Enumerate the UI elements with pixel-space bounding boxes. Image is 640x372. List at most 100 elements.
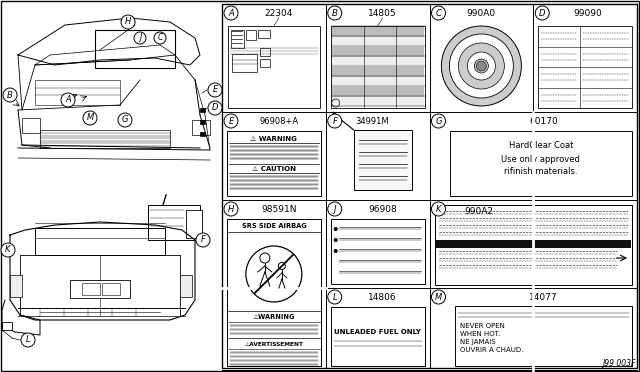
Circle shape [154, 32, 166, 44]
Text: G: G [435, 116, 442, 125]
Text: B: B [7, 90, 13, 99]
Text: 14806: 14806 [368, 292, 397, 301]
Text: F: F [200, 235, 205, 244]
Text: C: C [157, 33, 163, 42]
Text: M: M [86, 113, 93, 122]
Circle shape [476, 61, 486, 71]
Circle shape [3, 88, 17, 102]
Bar [538, 26, 632, 108]
Text: OUVRIR A CHAUD.: OUVRIR A CHAUD. [460, 347, 523, 353]
Text: SRS SIDE AIRBAG: SRS SIDE AIRBAG [241, 223, 307, 229]
Text: J99 003F: J99 003F [603, 359, 636, 368]
Text: 22304: 22304 [265, 9, 293, 17]
Text: J: J [139, 33, 141, 42]
Bar [82, 283, 100, 295]
Circle shape [246, 246, 302, 302]
Circle shape [535, 6, 549, 20]
Bar [332, 47, 424, 57]
Circle shape [224, 202, 238, 216]
Circle shape [333, 249, 338, 253]
Circle shape [474, 59, 488, 73]
Bar [180, 275, 192, 297]
Bar [222, 4, 637, 368]
Bar [228, 26, 320, 108]
Circle shape [328, 290, 342, 304]
Bar [260, 59, 270, 67]
Text: 14805: 14805 [368, 9, 397, 17]
Bar [200, 120, 205, 124]
Bar [260, 48, 270, 56]
Text: E: E [212, 86, 218, 94]
Bar [258, 30, 270, 38]
Text: G: G [122, 115, 128, 125]
Text: Use only approved: Use only approved [501, 154, 580, 164]
Circle shape [458, 43, 504, 89]
Text: L: L [26, 336, 30, 344]
Bar [332, 77, 424, 87]
Text: A: A [65, 96, 71, 105]
Bar [22, 118, 40, 133]
Text: E: E [228, 116, 234, 125]
Text: H: H [228, 205, 234, 214]
Bar [102, 283, 120, 295]
Text: B: B [332, 9, 338, 17]
Text: ⚠ CAUTION: ⚠ CAUTION [252, 166, 296, 172]
Bar [435, 205, 632, 285]
Bar [186, 210, 202, 238]
Circle shape [208, 101, 222, 115]
Circle shape [1, 243, 15, 257]
Text: ⚠ WARNING: ⚠ WARNING [250, 136, 298, 142]
Text: 34991M: 34991M [356, 116, 389, 125]
Bar [332, 37, 424, 47]
Circle shape [431, 202, 445, 216]
Circle shape [431, 6, 445, 20]
Text: M: M [435, 292, 442, 301]
Text: UNLEADED FUEL ONLY: UNLEADED FUEL ONLY [334, 330, 421, 336]
Bar [227, 219, 321, 232]
Bar [435, 240, 631, 248]
Text: ⚠WARNING: ⚠WARNING [253, 314, 295, 320]
Bar [95, 30, 175, 68]
Bar [331, 219, 424, 284]
Bar [192, 120, 210, 135]
Circle shape [208, 83, 222, 97]
Bar [232, 54, 257, 72]
Text: K: K [436, 205, 441, 214]
Bar [332, 27, 424, 37]
Text: F: F [332, 116, 337, 125]
Text: HardClear Coat: HardClear Coat [509, 141, 573, 151]
Text: K: K [5, 246, 11, 254]
Bar [331, 26, 424, 108]
Bar [454, 306, 632, 366]
Circle shape [121, 15, 135, 29]
Circle shape [328, 6, 342, 20]
Text: WHEN HOT.: WHEN HOT. [460, 331, 500, 337]
Text: NE JAMAIS: NE JAMAIS [460, 339, 495, 345]
Bar [227, 219, 321, 366]
Circle shape [431, 114, 445, 128]
Text: 990A0: 990A0 [467, 9, 496, 17]
Circle shape [449, 34, 513, 98]
Circle shape [224, 6, 238, 20]
Circle shape [328, 114, 342, 128]
Circle shape [333, 238, 338, 242]
Circle shape [224, 114, 238, 128]
Text: 14077: 14077 [529, 292, 557, 301]
Text: 96908: 96908 [368, 205, 397, 214]
Bar [227, 131, 321, 196]
Text: 96908+A: 96908+A [259, 116, 298, 125]
Bar [200, 132, 205, 136]
Bar [354, 130, 412, 190]
Circle shape [431, 290, 445, 304]
Bar [331, 307, 424, 366]
Circle shape [61, 93, 75, 107]
Circle shape [467, 52, 495, 80]
Circle shape [83, 111, 97, 125]
Text: 990A2: 990A2 [465, 208, 493, 217]
Circle shape [134, 32, 146, 44]
Text: C: C [436, 9, 442, 17]
Bar [332, 87, 424, 97]
Circle shape [442, 26, 522, 106]
Bar [148, 205, 200, 240]
Text: D: D [539, 9, 545, 17]
